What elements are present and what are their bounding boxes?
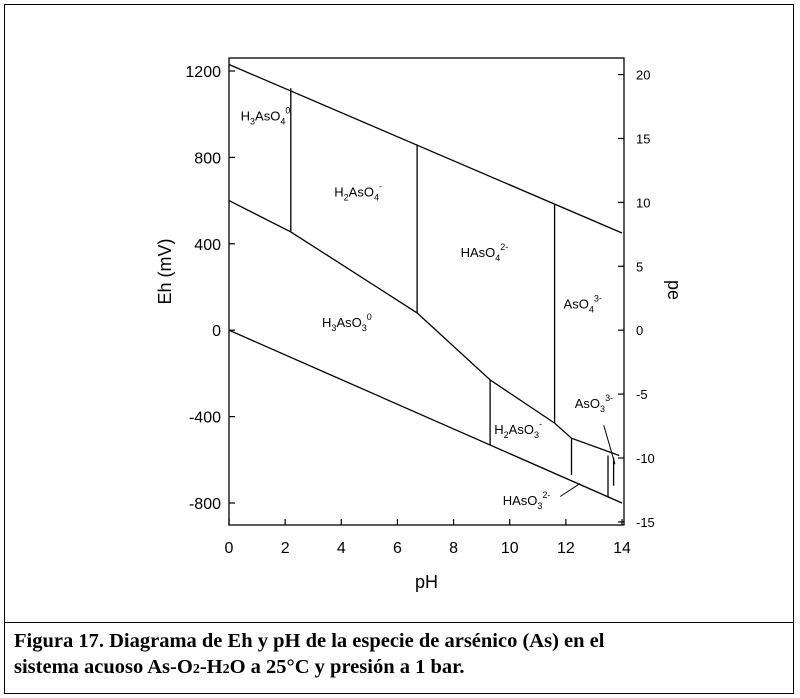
leader-line — [603, 425, 616, 465]
x-tick-label: 2 — [281, 540, 290, 557]
eh-ph-diagram: 0 2 4 6 8 10 12 14 -800 -400 0 400 800 1200 -15 -10 -5… — [155, 57, 684, 592]
figure-caption: Figura 17. Diagrama de Eh y pH de la esp… — [14, 628, 784, 683]
y-axis-title: Eh (mV) — [155, 238, 175, 304]
pe-tick-label: 15 — [636, 131, 650, 146]
y-axis-ticks: -800 -400 0 400 800 1200 — [185, 64, 235, 513]
x-tick-label: 8 — [449, 540, 458, 557]
pe-axis-ticks: -15 -10 -5 0 5 10 15 20 — [618, 68, 655, 530]
y-tick-label: 1200 — [185, 64, 221, 81]
pe-tick-label: 5 — [636, 259, 643, 274]
pe-tick-label: -10 — [636, 451, 655, 466]
y-tick-label: -800 — [189, 496, 221, 513]
region-label: HAsO42- — [461, 242, 509, 263]
region-label: H2AsO4- — [334, 181, 382, 202]
pe-tick-label: 20 — [636, 68, 650, 83]
pe-tick-label: 0 — [636, 323, 643, 338]
x-tick-label: 6 — [393, 540, 402, 557]
pe-tick-label: 10 — [636, 195, 650, 210]
region-label: AsO43- — [564, 294, 602, 315]
y-tick-label: -400 — [189, 410, 221, 427]
line-arsenate-arsenite — [228, 200, 620, 457]
boundary-lines — [228, 63, 623, 504]
y-tick-label: 800 — [194, 150, 221, 167]
pe-tick-label: -5 — [636, 387, 648, 402]
plot-area — [228, 57, 625, 526]
plot-border — [228, 57, 625, 526]
y-tick-label: 0 — [212, 323, 221, 340]
caption-line-1: Figura 17. Diagrama de Eh y pH de la esp… — [14, 630, 605, 652]
x-axis-title: pH — [415, 572, 438, 592]
pe-tick-label: -15 — [636, 515, 655, 530]
region-label: AsO33- — [575, 393, 613, 414]
line-water-upper — [228, 63, 623, 234]
caption-divider — [4, 622, 794, 623]
line-water-lower — [228, 329, 623, 504]
region-label: H3AsO40 — [241, 106, 291, 127]
x-tick-label: 10 — [501, 540, 519, 557]
pe-axis-title: pe — [664, 280, 684, 300]
x-axis-ticks: 0 2 4 6 8 10 12 14 — [225, 519, 631, 557]
y-tick-label: 400 — [194, 237, 221, 254]
x-tick-label: 14 — [613, 540, 631, 557]
leader-line — [559, 483, 581, 497]
x-tick-label: 12 — [557, 540, 575, 557]
x-tick-label: 4 — [337, 540, 346, 557]
region-labels: H3AsO40 H2AsO4- HAsO42- AsO43- H3AsO30 H2AsO3… — [241, 106, 613, 511]
figure-frame — [4, 4, 794, 694]
region-label: HAsO32- — [503, 490, 551, 511]
region-label: H3AsO30 — [322, 312, 372, 333]
x-tick-label: 0 — [225, 540, 234, 557]
caption-line-2: sistema acuoso As-O2-H2O a 25°C y presió… — [14, 656, 465, 678]
region-label: H2AsO3- — [494, 419, 542, 440]
